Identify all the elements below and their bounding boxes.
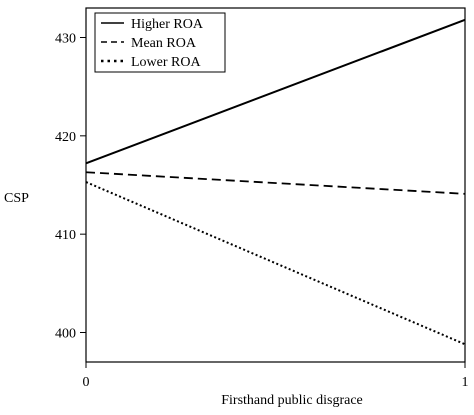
y-axis-label: CSP — [4, 191, 29, 206]
legend: Higher ROA Mean ROA Lower ROA — [94, 12, 226, 73]
legend-label: Lower ROA — [131, 55, 201, 70]
legend-label: Higher ROA — [131, 17, 204, 32]
series-line-higher-roa — [85, 18, 466, 165]
series-line-mean-roa — [85, 171, 466, 195]
y-axis-ticks: 400 410 420 430 — [55, 32, 86, 342]
plot-frame — [85, 7, 466, 363]
x-tick-label: 1 — [462, 375, 469, 390]
x-tick-label: 0 — [83, 375, 90, 390]
series-line-lower-roa — [85, 181, 466, 346]
x-axis-label: Firsthand public disgrace — [221, 393, 363, 408]
series-lines — [85, 18, 466, 346]
y-tick-label: 420 — [55, 130, 76, 145]
y-tick-label: 400 — [55, 327, 76, 342]
y-tick-label: 410 — [55, 228, 76, 243]
y-tick-label: 430 — [55, 32, 76, 47]
legend-label: Mean ROA — [131, 36, 197, 51]
